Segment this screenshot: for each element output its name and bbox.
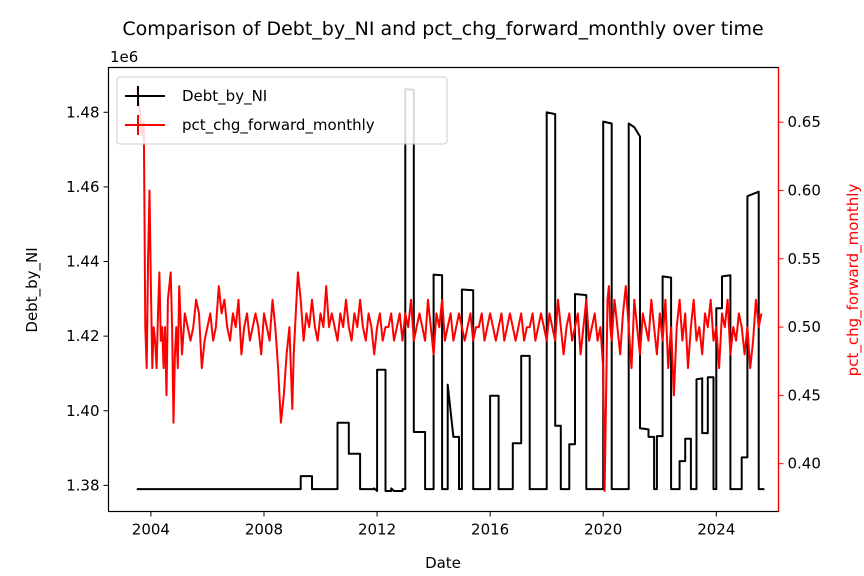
left-y-tick-label: 1.44 bbox=[66, 253, 99, 271]
series-line-pct-chg-forward-monthly bbox=[135, 87, 763, 492]
right-y-tick-label: 0.55 bbox=[788, 250, 821, 268]
x-axis-label: Date bbox=[425, 554, 461, 572]
x-axis: 2004 2008 2012 2016 2020 2024 bbox=[132, 511, 735, 539]
right-y-tick-label: 0.45 bbox=[788, 386, 821, 404]
left-y-tick-label: 1.48 bbox=[66, 103, 99, 121]
x-tick-label: 2004 bbox=[132, 521, 170, 539]
series-line-debt-by-ni bbox=[136, 88, 765, 492]
x-tick-label: 2016 bbox=[471, 521, 509, 539]
legend-label-pct: pct_chg_forward_monthly bbox=[182, 116, 375, 135]
x-tick-label: 2008 bbox=[245, 521, 283, 539]
left-y-tick-label: 1.42 bbox=[66, 327, 99, 345]
left-y-tick-label: 1.38 bbox=[66, 476, 99, 494]
right-y-axis-label: pct_chg_forward_monthly bbox=[844, 184, 863, 377]
right-y-tick-label: 0.40 bbox=[788, 455, 821, 473]
right-y-tick-label: 0.50 bbox=[788, 318, 821, 336]
left-y-tick-label: 1.40 bbox=[66, 402, 99, 420]
plot-lines bbox=[135, 87, 765, 492]
left-axis-offset-label: 1e6 bbox=[110, 48, 138, 66]
chart-title: Comparison of Debt_by_NI and pct_chg_for… bbox=[122, 18, 763, 40]
x-tick-label: 2024 bbox=[697, 521, 735, 539]
x-tick-label: 2020 bbox=[584, 521, 622, 539]
x-tick-label: 2012 bbox=[358, 521, 396, 539]
right-y-tick-label: 0.65 bbox=[788, 113, 821, 131]
right-y-tick-label: 0.60 bbox=[788, 181, 821, 199]
left-y-axis: 1.38 1.40 1.42 1.44 1.46 1.48 bbox=[66, 103, 109, 494]
legend: Debt_by_NI pct_chg_forward_monthly bbox=[116, 76, 448, 145]
legend-box bbox=[116, 76, 448, 145]
left-y-tick-label: 1.46 bbox=[66, 178, 99, 196]
left-y-axis-label: Debt_by_NI bbox=[23, 247, 42, 332]
legend-label-debt: Debt_by_NI bbox=[182, 87, 267, 106]
right-y-axis: 0.40 0.45 0.50 0.55 0.60 0.65 bbox=[777, 67, 821, 512]
